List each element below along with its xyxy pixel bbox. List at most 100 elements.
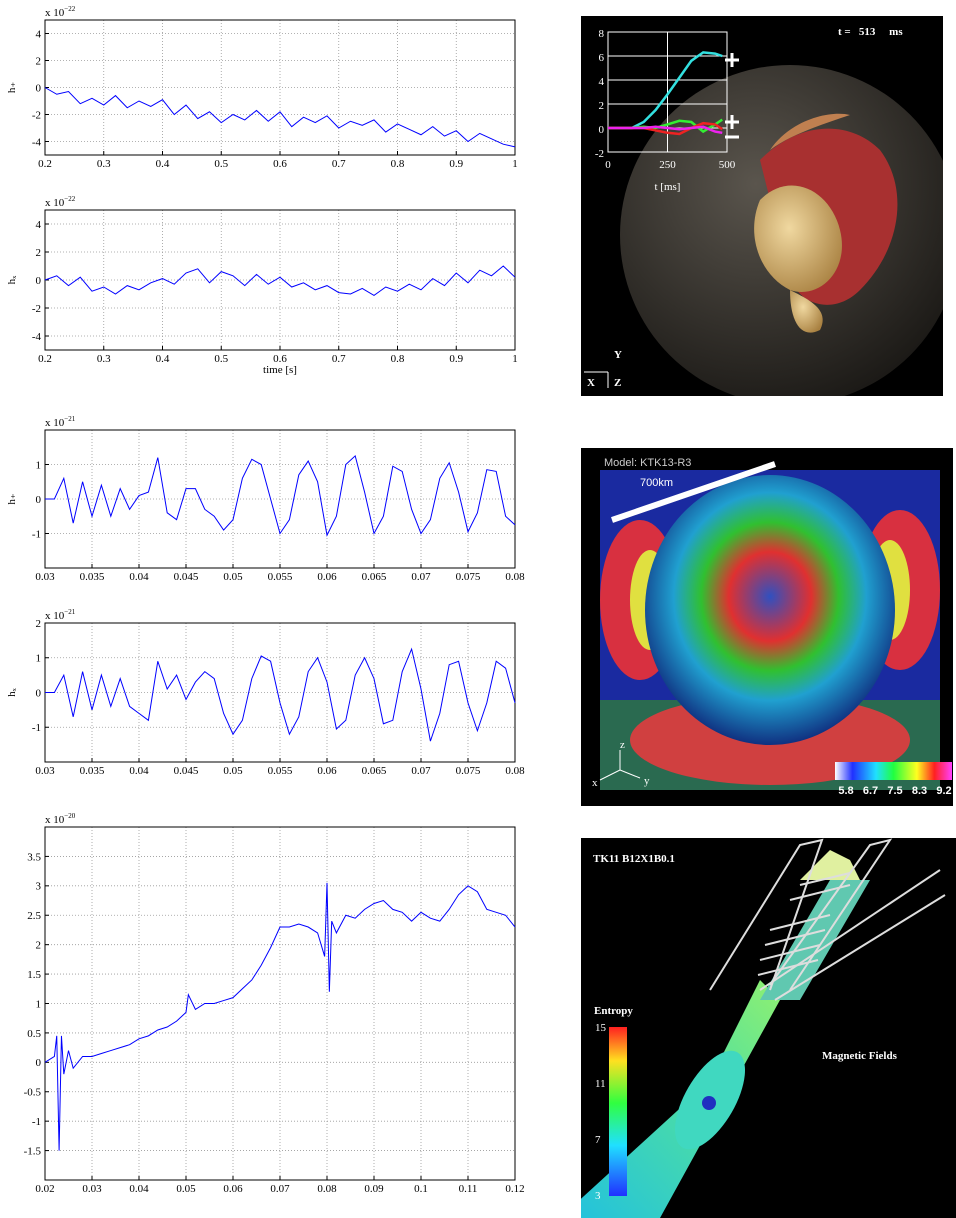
x-tick-label: 0.7 xyxy=(332,158,346,170)
panel-title: TK11 B12X1B0.1 xyxy=(593,853,675,865)
x-tick-label: 0.9 xyxy=(449,158,463,170)
y-axis-label: h₊ xyxy=(6,493,18,505)
y-tick-label: -2 xyxy=(32,303,41,315)
x-tick-label: 0.075 xyxy=(456,571,481,583)
data-line xyxy=(44,87,516,148)
x-tick-label: 0.03 xyxy=(82,1183,102,1195)
x-tick-label: 0.035 xyxy=(80,765,105,777)
axis-offset: x 10−21 xyxy=(45,415,76,429)
x-tick-label: 0.06 xyxy=(223,1183,243,1195)
y-tick-label: 2 xyxy=(36,940,42,952)
scale-label: 700km xyxy=(640,477,673,489)
y-axis-label: hₓ xyxy=(6,275,18,285)
x-tick-label: 0.3 xyxy=(97,353,111,365)
x-tick-label: 0.3 xyxy=(97,158,111,170)
y-tick-label: -1 xyxy=(32,1116,41,1128)
colorbar-tick-label: 15 xyxy=(595,1022,607,1034)
axis-letter: z xyxy=(620,739,625,751)
data-line xyxy=(45,647,516,742)
data-line xyxy=(45,454,516,537)
x-tick-label: 0.6 xyxy=(273,353,287,365)
axis-offset: x 10−20 xyxy=(45,812,76,826)
y-tick-label: 2 xyxy=(599,100,605,112)
axis-offset: x 10−22 xyxy=(45,195,76,209)
y-tick-label: -4 xyxy=(32,136,42,148)
x-tick-label: 0.07 xyxy=(411,571,431,583)
axis-letter: x xyxy=(592,777,598,789)
colorbar-tick-label: 9.2 xyxy=(936,785,951,797)
y-tick-label: -1.5 xyxy=(24,1145,42,1157)
y-tick-label: 0 xyxy=(36,82,42,94)
y-tick-label: 6 xyxy=(599,52,605,64)
offset-base: x 10 xyxy=(45,610,65,622)
x-tick-label: 1 xyxy=(512,353,518,365)
y-tick-label: 1.5 xyxy=(27,969,41,981)
x-tick-label: 0.06 xyxy=(317,571,337,583)
x-tick-label: 0.05 xyxy=(223,765,243,777)
plot-frame xyxy=(44,826,516,1181)
offset-exponent: −21 xyxy=(64,415,75,423)
x-tick-label: 0.5 xyxy=(214,353,228,365)
x-tick-label: 0.07 xyxy=(270,1183,290,1195)
colorbar-tick-label: 7 xyxy=(595,1134,601,1146)
x-tick-label: 0.055 xyxy=(268,571,293,583)
axis-offset: x 10−22 xyxy=(45,5,76,19)
data-line xyxy=(44,882,516,1151)
colorbar xyxy=(609,1027,627,1196)
y-tick-label: -2 xyxy=(32,109,41,121)
y-tick-label: 2.5 xyxy=(27,910,41,922)
x-tick-label: 0.8 xyxy=(391,353,405,365)
x-tick-label: 0.045 xyxy=(174,571,199,583)
offset-base: x 10 xyxy=(45,197,65,209)
axis-letter: X xyxy=(587,377,595,389)
y-tick-label: 0 xyxy=(36,1057,42,1069)
x-tick-label: 0.055 xyxy=(268,765,293,777)
colorbar-tick-label: 8.3 xyxy=(912,785,927,797)
y-tick-label: 2 xyxy=(36,618,42,630)
colorbar-tick-label: 5.8 xyxy=(838,785,853,797)
offset-exponent: −20 xyxy=(64,812,75,820)
x-tick-label: 0.4 xyxy=(156,158,170,170)
y-tick-label: 1 xyxy=(36,653,42,665)
y-axis-label: h₊ xyxy=(6,82,18,94)
y-tick-label: 2 xyxy=(36,55,42,67)
y-tick-label: 0 xyxy=(36,687,42,699)
y-tick-label: 4 xyxy=(36,28,42,40)
axis-letter: y xyxy=(644,775,650,787)
y-tick-label: 4 xyxy=(599,76,605,88)
y-tick-label: -0.5 xyxy=(24,1087,42,1099)
x-tick-label: 0.2 xyxy=(38,158,52,170)
x-tick-label: 500 xyxy=(719,159,736,171)
x-tick-label: 0.03 xyxy=(35,571,55,583)
axis-offset: x 10−21 xyxy=(45,608,76,622)
x-tick-label: 0.035 xyxy=(80,571,105,583)
x-tick-label: 0.075 xyxy=(456,765,481,777)
y-tick-label: 0 xyxy=(36,275,42,287)
x-tick-label: 0.8 xyxy=(391,158,405,170)
colorbar-label: Entropy xyxy=(594,1005,633,1017)
y-tick-label: -1 xyxy=(32,528,41,540)
x-tick-label: 0.065 xyxy=(362,765,387,777)
x-tick-label: 0.02 xyxy=(35,1183,54,1195)
simulation-panel-2: Model: KTK13-R3 700km z x y 5.8 6.7 7.5 8.3… xyxy=(581,448,953,806)
x-tick-label: 0.1 xyxy=(414,1183,428,1195)
offset-exponent: −22 xyxy=(64,195,75,203)
axis-letter: Z xyxy=(614,377,621,389)
y-tick-label: 0.5 xyxy=(27,1028,41,1040)
x-tick-label: 0.08 xyxy=(505,765,525,777)
y-tick-label: 3 xyxy=(36,881,42,893)
x-tick-label: 0.08 xyxy=(317,1183,337,1195)
x-tick-label: 0.045 xyxy=(174,765,199,777)
axis-letter: Y xyxy=(614,349,622,361)
offset-base: x 10 xyxy=(45,417,65,429)
colorbar xyxy=(835,762,952,780)
y-tick-label: -4 xyxy=(32,331,42,343)
offset-exponent: −22 xyxy=(64,5,75,13)
y-tick-label: -2 xyxy=(595,148,604,160)
y-tick-label: 3.5 xyxy=(27,851,41,863)
data-line xyxy=(608,51,723,130)
x-tick-label: 1 xyxy=(512,158,518,170)
colorbar-tick-label: 3 xyxy=(595,1190,601,1202)
x-tick-label: 0.04 xyxy=(129,571,149,583)
